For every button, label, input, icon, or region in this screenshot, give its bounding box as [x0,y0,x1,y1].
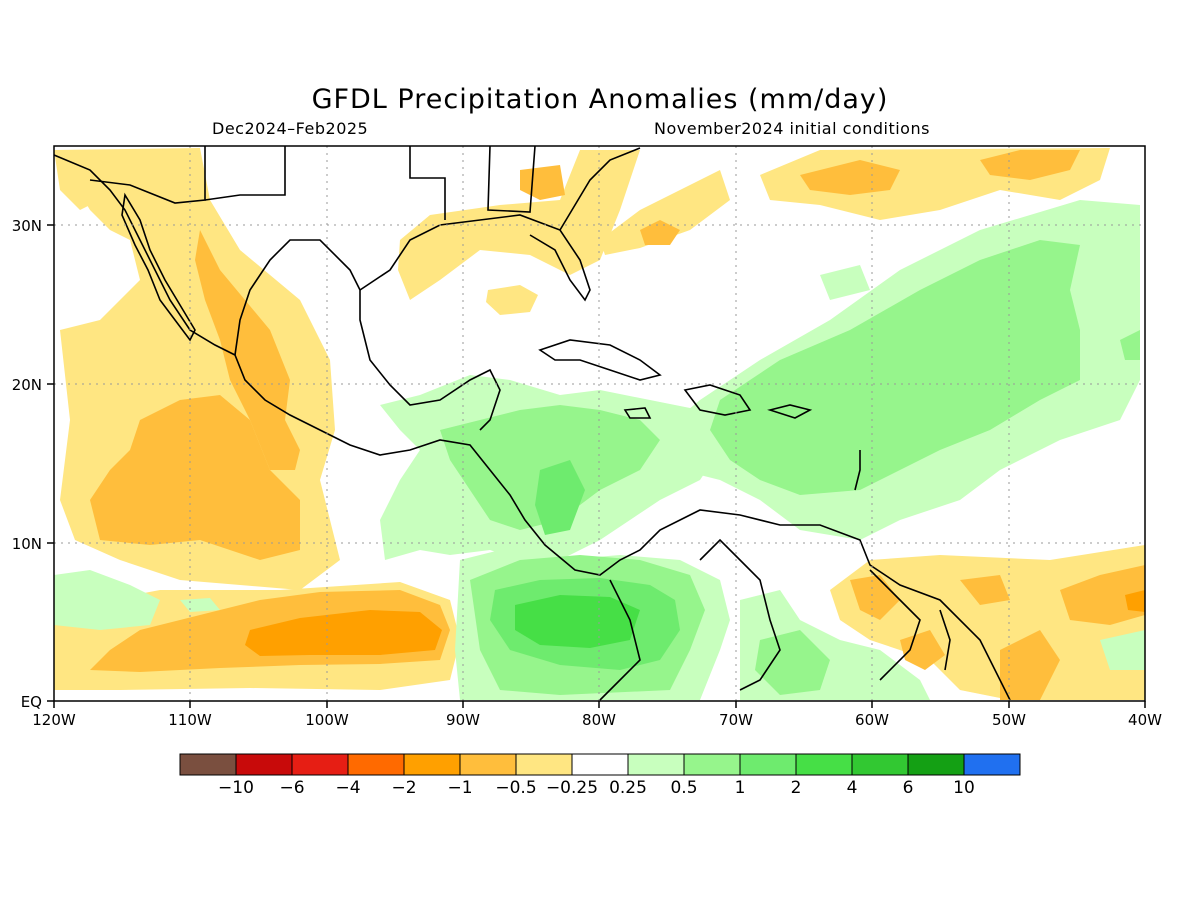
colorbar-label: 6 [903,778,914,798]
y-tick-label: EQ [21,693,42,711]
season-label: Dec2024–Feb2025 [212,119,369,138]
colorbar-label: 2 [791,778,802,798]
colorbar-swatch [571,753,629,776]
x-tick-label: 50W [992,711,1026,729]
x-tick-label: 40W [1128,711,1162,729]
colorbar-label: −2 [391,778,416,798]
dry-strong-regions [245,590,1145,656]
colorbar-swatch [627,753,685,776]
colorbar-label: 0.25 [609,778,647,798]
colorbar-label: −0.5 [495,778,536,798]
y-tick-labels: EQ 10N 20N 30N [12,217,42,711]
colorbar-swatch [515,753,573,776]
colorbar-swatch [291,753,349,776]
anomaly-fields [54,148,1145,700]
colorbar-label: 10 [953,778,975,798]
colorbar-label: 4 [847,778,858,798]
colorbar-swatch [907,753,965,776]
x-tick-label: 70W [719,711,753,729]
colorbar-label: −0.25 [546,778,598,798]
colorbar-label: 0.5 [670,778,697,798]
init-conditions-label: November2024 initial conditions [654,119,930,138]
map-title: GFDL Precipitation Anomalies (mm/day) [311,84,889,115]
colorbar-swatch [235,753,293,776]
colorbar-label: 1 [735,778,746,798]
colorbar-swatch [963,753,1021,776]
colorbar-swatch [739,753,797,776]
x-tick-label: 110W [168,711,212,729]
x-tick-label: 100W [305,711,349,729]
grid-lines [54,146,1145,701]
x-tick-labels: 120W 110W 100W 90W 80W 70W 60W 50W 40W [32,711,1162,729]
colorbar-swatch [179,753,237,776]
colorbar-swatch [683,753,741,776]
colorbar-label: −1 [447,778,472,798]
wet-heavy-regions [515,595,640,648]
colorbar-label: −4 [335,778,360,798]
colorbar-swatch [347,753,405,776]
y-tick-label: 30N [12,217,42,235]
x-tick-label: 80W [582,711,616,729]
y-tick-label: 20N [12,376,42,394]
colorbar-label: −10 [218,778,254,798]
colorbar-label: −6 [279,778,304,798]
x-tick-label: 90W [446,711,480,729]
colorbar-swatch [459,753,517,776]
coastlines [54,146,1011,701]
colorbar-swatch [403,753,461,776]
colorbar: −10 −6 −4 −2 −1 −0.5 −0.25 0.25 0.5 1 2 4 6 10 [179,753,1021,798]
colorbar-swatch [795,753,853,776]
x-tick-label: 60W [855,711,889,729]
colorbar-swatch [851,753,909,776]
x-tick-label: 120W [32,711,76,729]
tick-marks [47,224,1146,708]
y-tick-label: 10N [12,535,42,553]
